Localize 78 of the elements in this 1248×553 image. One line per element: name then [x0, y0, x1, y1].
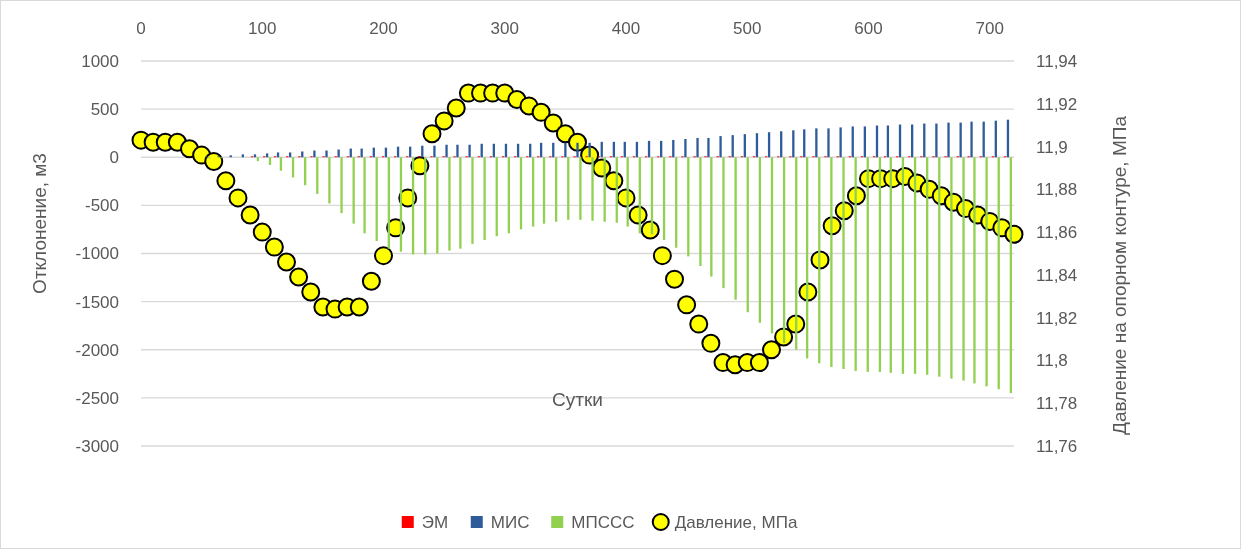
x-tick-label: 100 — [248, 19, 277, 38]
bar — [579, 157, 582, 220]
bar — [722, 157, 725, 289]
bar — [854, 157, 857, 371]
x-tick-label: 300 — [490, 19, 519, 38]
y2-tick-label: 11,82 — [1036, 308, 1078, 328]
bar — [483, 157, 486, 241]
y2-tick-label: 11,84 — [1036, 265, 1078, 285]
bar — [815, 128, 818, 158]
x-axis-title: Сутки — [552, 389, 603, 410]
bar — [337, 149, 340, 158]
bar — [973, 157, 976, 384]
x-tick-label: 600 — [854, 19, 883, 38]
bar — [328, 157, 331, 204]
x-tick-label: 200 — [369, 19, 398, 38]
y2-tick-label: 11,8 — [1036, 351, 1068, 371]
y2-tick-label: 11,88 — [1036, 180, 1078, 200]
y-tick-label: 0 — [109, 148, 119, 168]
bar — [468, 144, 471, 158]
bar — [340, 157, 343, 214]
bar — [588, 142, 591, 158]
y-tick-label: -1500 — [75, 292, 119, 312]
x-tick-label: 400 — [611, 19, 641, 38]
x-tick-label: 700 — [975, 19, 1004, 38]
y-tick-label: 1000 — [81, 51, 119, 71]
legend-label: Давление, МПа — [674, 512, 798, 532]
bar — [842, 157, 845, 369]
bar — [827, 128, 830, 158]
x-tick-label: 500 — [733, 19, 762, 38]
bar — [313, 150, 316, 158]
bar — [591, 157, 594, 221]
y-tick-label: -500 — [84, 196, 119, 216]
legend-label: МПССС — [571, 512, 635, 532]
bar — [699, 157, 702, 267]
y2-axis-title: Давление на опорном контуре, МПа — [1109, 115, 1130, 435]
bar — [576, 142, 579, 158]
bar — [279, 157, 283, 171]
y-tick-label: -3000 — [75, 436, 119, 456]
bar — [564, 142, 567, 158]
legend-label: МИС — [490, 512, 530, 532]
x-tick-label: 0 — [136, 19, 146, 38]
bar — [684, 138, 687, 158]
bar — [710, 157, 713, 277]
y-tick-label: 500 — [90, 100, 119, 120]
bar — [734, 157, 737, 300]
bar — [707, 138, 710, 158]
bar — [301, 151, 304, 158]
bar — [448, 157, 451, 251]
bar — [471, 157, 474, 244]
bar — [970, 121, 973, 158]
y-tick-label: -2000 — [75, 340, 119, 360]
bar — [459, 157, 462, 249]
legend-label: ЭМ — [421, 512, 449, 532]
bar — [962, 157, 965, 381]
y2-tick-label: 11,76 — [1036, 436, 1078, 456]
y2-tick-label: 11,78 — [1036, 394, 1078, 414]
bar — [433, 145, 436, 158]
bar — [947, 122, 950, 158]
bar — [325, 150, 328, 158]
y2-tick-label: 11,86 — [1036, 223, 1078, 243]
bar — [950, 157, 953, 379]
bar — [985, 157, 988, 387]
bar — [839, 127, 842, 158]
bar — [288, 152, 292, 158]
bar — [935, 123, 938, 158]
bar — [445, 144, 448, 158]
y-axis-title: Отклонение, м3 — [29, 153, 50, 294]
y-tick-label: -1000 — [75, 244, 119, 264]
y2-tick-label: 11,92 — [1036, 94, 1078, 114]
bar — [830, 157, 833, 368]
y2-tick-label: 11,94 — [1036, 51, 1078, 71]
y-tick-label: -2500 — [75, 388, 119, 408]
y2-tick-label: 11,9 — [1036, 137, 1068, 157]
bar — [456, 144, 459, 158]
bar — [696, 138, 699, 158]
bar — [719, 136, 722, 158]
bar — [363, 157, 366, 234]
bar — [276, 152, 280, 158]
